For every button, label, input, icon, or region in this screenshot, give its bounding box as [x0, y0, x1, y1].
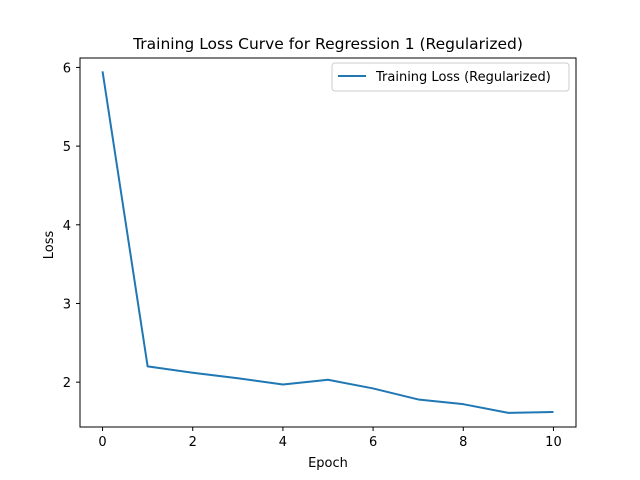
x-tick-label: 10	[545, 435, 562, 450]
x-axis-ticks: 0 2 4 6 8 10	[98, 427, 562, 450]
y-axis-label: Loss	[42, 231, 57, 260]
plot-area	[101, 71, 554, 414]
legend-label: Training Loss (Regularized)	[375, 70, 551, 85]
series-line-training-loss	[101, 71, 554, 414]
axes-frame	[79, 57, 577, 428]
x-axis-label: Epoch	[308, 456, 348, 471]
legend: Training Loss (Regularized)	[331, 62, 570, 92]
x-tick-label: 2	[189, 435, 197, 450]
x-tick-label: 0	[98, 435, 106, 450]
y-axis-ticks: 2 3 4 5 6	[63, 61, 80, 391]
y-tick-label: 4	[63, 219, 71, 234]
chart-title: Training Loss Curve for Regression 1 (Re…	[132, 35, 523, 53]
x-tick-label: 8	[459, 435, 467, 450]
y-tick-label: 3	[63, 297, 71, 312]
x-tick-label: 4	[279, 435, 287, 450]
y-tick-label: 6	[63, 61, 71, 76]
y-tick-label: 5	[63, 140, 71, 155]
y-tick-label: 2	[63, 376, 71, 391]
legend-box	[331, 62, 570, 92]
x-tick-label: 6	[369, 435, 377, 450]
